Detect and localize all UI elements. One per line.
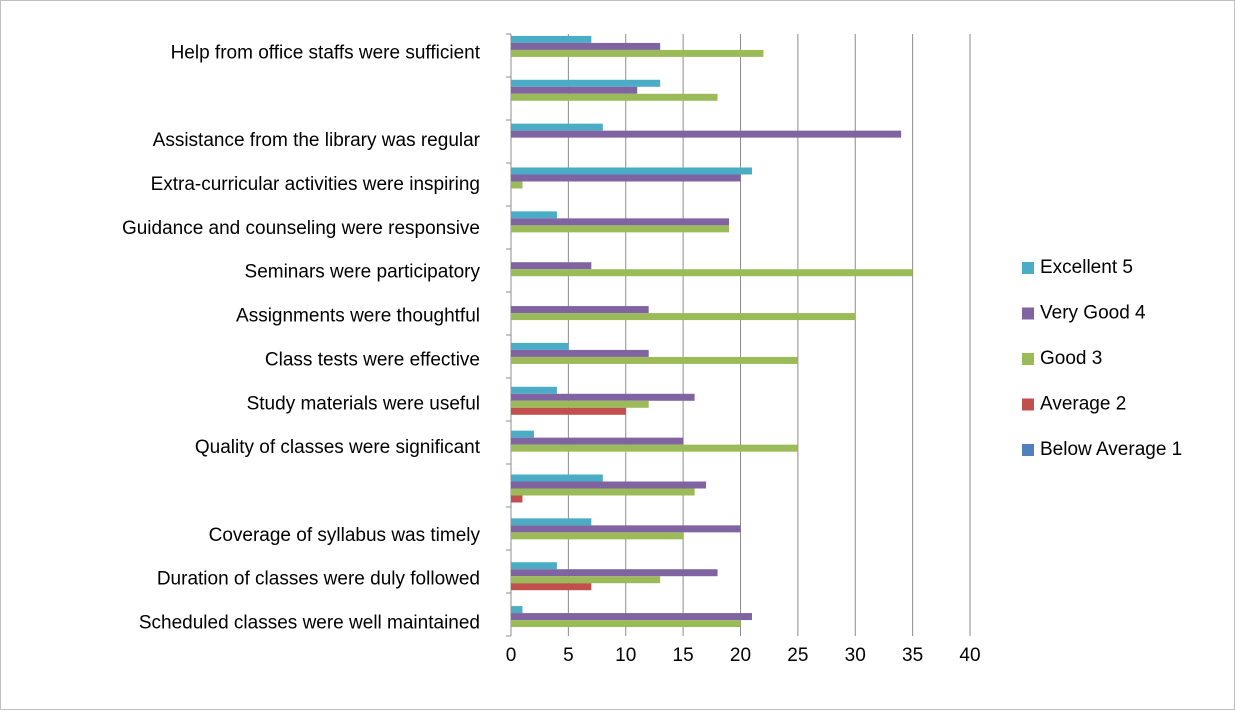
bar <box>511 342 569 350</box>
y-tick-label: Assistance from the library was regular <box>153 130 481 151</box>
x-tick-label: 35 <box>902 645 923 666</box>
x-tick-label: 15 <box>673 645 694 666</box>
bar <box>511 218 730 226</box>
y-tick-label: Coverage of syllabus was timely <box>209 525 481 546</box>
bar <box>511 386 557 394</box>
x-tick-label: 5 <box>563 645 574 666</box>
bar <box>511 583 592 591</box>
legend-swatch <box>1022 262 1034 274</box>
bar <box>511 495 523 503</box>
bar <box>511 525 741 533</box>
bar <box>511 407 626 415</box>
bar <box>511 93 718 101</box>
bar <box>511 613 752 621</box>
legend-label: Excellent 5 <box>1040 257 1133 278</box>
x-tick-label: 30 <box>845 645 866 666</box>
x-tick-label: 0 <box>506 645 517 666</box>
y-tick-label: Help from office staffs were sufficient <box>171 42 481 63</box>
bar <box>511 393 695 401</box>
bar <box>511 620 741 628</box>
bar <box>511 174 741 182</box>
bar <box>511 481 707 489</box>
bar <box>511 562 557 570</box>
y-tick-label: Seminars were participatory <box>245 262 481 283</box>
x-tick-label: 10 <box>615 645 636 666</box>
bar <box>511 42 661 50</box>
bar <box>511 306 649 314</box>
y-tick-label: Extra-curricular activities were inspiri… <box>151 174 480 195</box>
legend-label: Average 2 <box>1040 394 1126 415</box>
x-tick-label: 40 <box>959 645 980 666</box>
bar <box>511 49 764 57</box>
bar <box>511 488 695 496</box>
bar <box>511 569 718 577</box>
bar <box>511 35 592 43</box>
legend-label: Below Average 1 <box>1040 439 1182 460</box>
y-tick-label: Assignments were thoughtful <box>236 306 480 327</box>
bar <box>511 181 523 189</box>
y-tick-label: Guidance and counseling were responsive <box>122 218 480 239</box>
legend-swatch <box>1022 398 1034 411</box>
bar <box>511 225 730 233</box>
bar <box>511 606 523 614</box>
bar <box>511 313 856 321</box>
y-tick-label: Duration of classes were duly followed <box>157 569 480 590</box>
bar <box>511 437 684 445</box>
bar <box>511 262 592 270</box>
bar <box>511 576 661 584</box>
x-tick-label: 20 <box>730 645 751 666</box>
bar <box>511 211 557 219</box>
y-tick-label: Quality of classes were significant <box>195 437 481 458</box>
bar <box>511 518 592 526</box>
bar <box>511 430 534 438</box>
y-tick-label: Study materials were useful <box>247 393 480 414</box>
x-tick-label: 25 <box>787 645 808 666</box>
bar <box>511 86 638 94</box>
legend-label: Very Good 4 <box>1040 303 1146 324</box>
bar <box>511 79 661 87</box>
bar <box>511 349 649 357</box>
bar <box>511 400 649 408</box>
bar <box>511 532 684 540</box>
legend-swatch <box>1022 444 1034 456</box>
legend-label: Good 3 <box>1040 348 1102 369</box>
bar <box>511 474 603 482</box>
bar <box>511 130 902 138</box>
y-tick-label: Class tests were effective <box>265 349 480 370</box>
legend-swatch <box>1022 353 1034 365</box>
legend-swatch <box>1022 307 1034 320</box>
y-tick-label: Scheduled classes were well maintained <box>139 613 480 634</box>
bar <box>511 444 798 452</box>
bar <box>511 123 603 131</box>
bar <box>511 167 752 175</box>
bar <box>511 269 913 277</box>
bar <box>511 356 798 364</box>
